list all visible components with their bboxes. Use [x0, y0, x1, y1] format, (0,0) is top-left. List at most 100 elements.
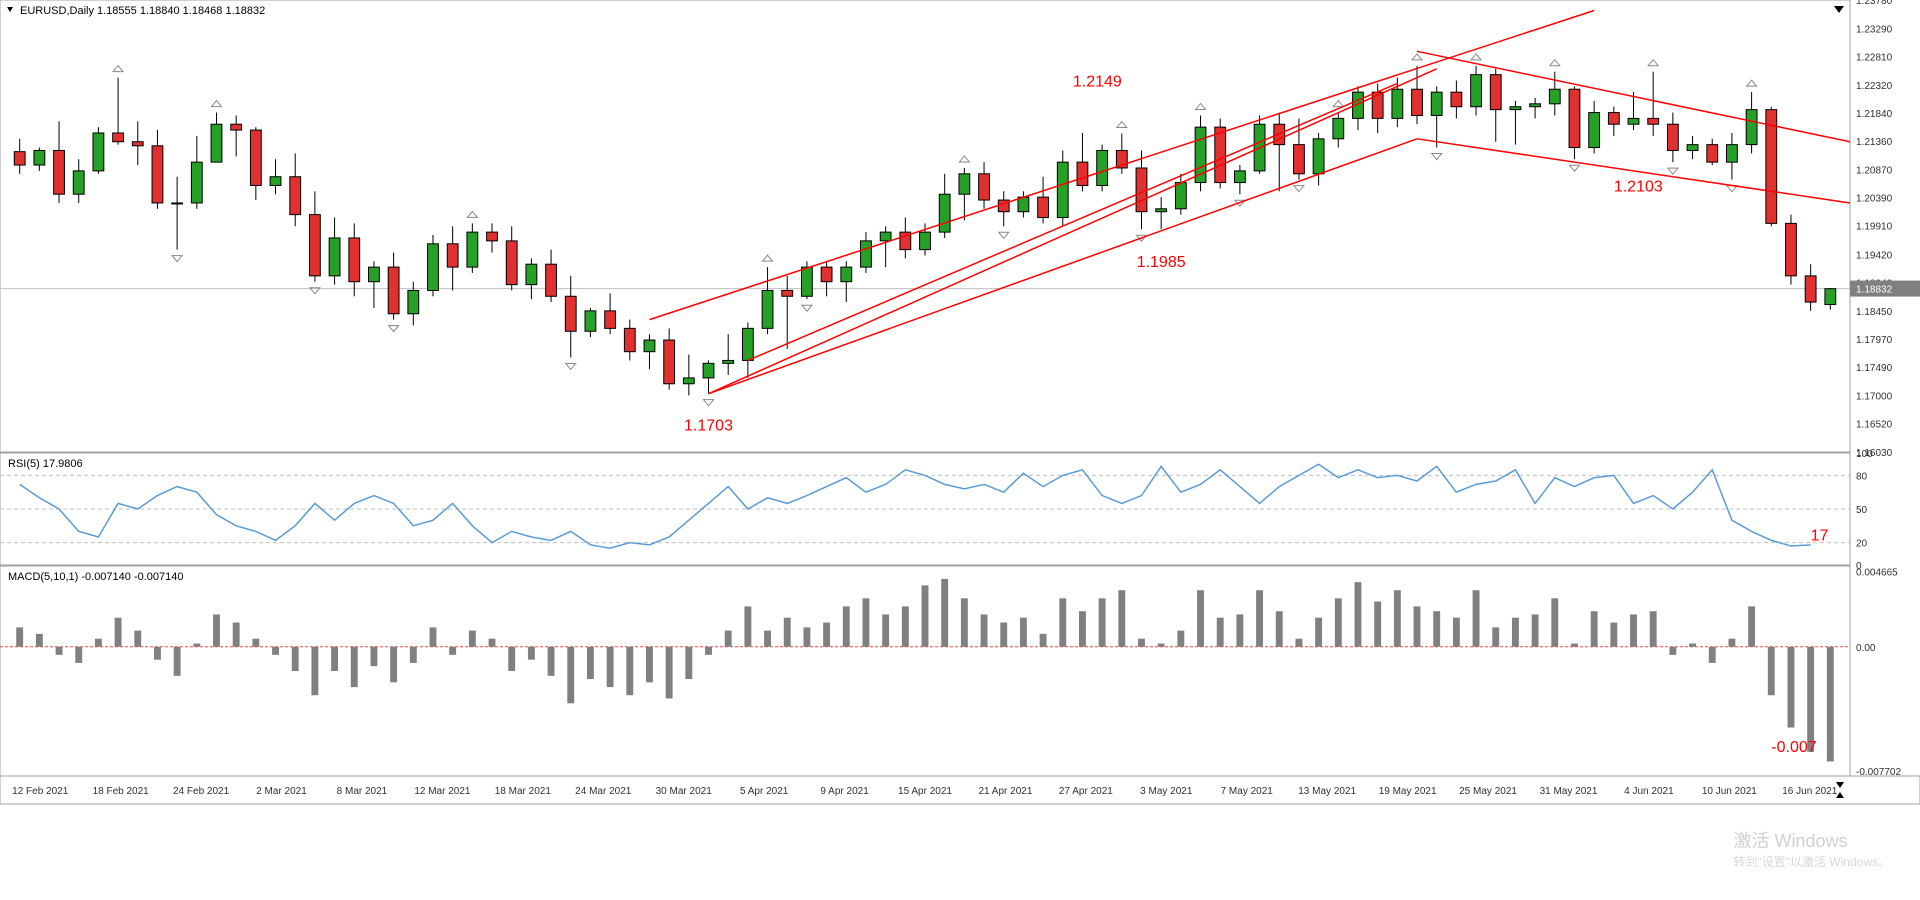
candle-body[interactable] [565, 296, 576, 331]
candle-body[interactable] [506, 241, 517, 285]
candle-body[interactable] [959, 174, 970, 194]
candle-body[interactable] [1707, 145, 1718, 162]
price-tick: 1.17490 [1856, 363, 1893, 374]
candle-body[interactable] [211, 124, 222, 162]
candle-body[interactable] [1687, 145, 1698, 151]
candle-body[interactable] [1392, 89, 1403, 118]
candle-body[interactable] [73, 171, 84, 194]
candle-body[interactable] [861, 241, 872, 267]
candle-body[interactable] [1313, 139, 1324, 174]
candle-body[interactable] [270, 177, 281, 186]
candle-body[interactable] [1727, 145, 1738, 162]
candle-body[interactable] [1412, 89, 1423, 115]
candle-body[interactable] [605, 311, 616, 328]
candle-body[interactable] [1530, 104, 1541, 107]
candle-body[interactable] [1038, 197, 1049, 217]
candle-body[interactable] [34, 150, 45, 165]
macd-bar [252, 639, 259, 647]
candle-body[interactable] [1077, 162, 1088, 185]
candle-body[interactable] [1549, 89, 1560, 104]
candle-body[interactable] [152, 146, 163, 203]
candle-body[interactable] [683, 378, 694, 384]
candle-body[interactable] [821, 267, 832, 282]
candle-body[interactable] [1648, 118, 1659, 124]
x-axis-label: 18 Feb 2021 [93, 786, 150, 797]
candle-body[interactable] [1431, 92, 1442, 115]
candle-body[interactable] [1175, 183, 1186, 209]
candle-body[interactable] [1333, 118, 1344, 138]
candle-body[interactable] [1608, 113, 1619, 125]
candle-body[interactable] [1057, 162, 1068, 217]
candle-body[interactable] [1628, 118, 1639, 124]
candle-body[interactable] [880, 232, 891, 241]
candle-body[interactable] [920, 232, 931, 249]
candle-body[interactable] [1136, 168, 1147, 212]
candle-body[interactable] [1451, 92, 1462, 107]
candle-body[interactable] [1569, 89, 1580, 147]
candle-body[interactable] [585, 311, 596, 331]
candle-body[interactable] [1805, 276, 1816, 302]
candle-body[interactable] [1825, 289, 1836, 305]
candle-body[interactable] [309, 215, 320, 276]
macd-bar [1728, 639, 1735, 647]
candle-body[interactable] [624, 328, 635, 351]
x-axis-label: 16 Jun 2021 [1782, 786, 1837, 797]
candle-body[interactable] [231, 124, 242, 130]
candle-body[interactable] [1667, 124, 1678, 150]
candle-body[interactable] [1097, 150, 1108, 185]
candle-body[interactable] [1471, 75, 1482, 107]
candle-body[interactable] [113, 133, 124, 142]
candle-body[interactable] [172, 203, 183, 204]
candle-body[interactable] [1746, 110, 1757, 145]
candle-body[interactable] [664, 340, 675, 384]
candle-body[interactable] [467, 232, 478, 267]
price-tick: 1.22320 [1856, 81, 1893, 92]
candle-body[interactable] [546, 264, 557, 296]
candle-body[interactable] [290, 177, 301, 215]
candle-body[interactable] [644, 340, 655, 352]
candle-body[interactable] [703, 363, 714, 378]
candle-body[interactable] [841, 267, 852, 282]
candle-body[interactable] [742, 328, 753, 360]
candle-body[interactable] [1786, 223, 1797, 275]
candle-body[interactable] [979, 174, 990, 200]
candle-body[interactable] [1234, 171, 1245, 183]
candle-body[interactable] [526, 264, 537, 284]
candle-body[interactable] [1294, 145, 1305, 174]
candle-body[interactable] [191, 162, 202, 203]
candle-body[interactable] [250, 130, 261, 185]
candle-body[interactable] [132, 142, 143, 146]
candle-body[interactable] [1490, 75, 1501, 110]
candle-body[interactable] [1018, 197, 1029, 212]
candle-body[interactable] [782, 290, 793, 296]
candle-body[interactable] [487, 232, 498, 241]
price-annotation: 1.2149 [1073, 73, 1122, 90]
candle-body[interactable] [408, 290, 419, 313]
macd-bar [1650, 611, 1657, 647]
candle-body[interactable] [54, 150, 65, 194]
candle-body[interactable] [14, 152, 25, 165]
candle-body[interactable] [428, 244, 439, 291]
candle-body[interactable] [329, 238, 340, 276]
candle-body[interactable] [369, 267, 380, 282]
candle-body[interactable] [388, 267, 399, 314]
macd-bar [981, 614, 988, 646]
candle-body[interactable] [723, 360, 734, 363]
macd-bar [1512, 618, 1519, 647]
chart-svg[interactable]: 1.237801.232901.228101.223201.218401.213… [0, 0, 1920, 900]
macd-bar [1079, 611, 1086, 647]
candle-body[interactable] [447, 244, 458, 267]
candle-body[interactable] [1589, 113, 1600, 148]
candle-body[interactable] [939, 194, 950, 232]
candle-body[interactable] [802, 267, 813, 296]
candle-body[interactable] [762, 290, 773, 328]
macd-bar [685, 647, 692, 679]
candle-body[interactable] [1156, 209, 1167, 212]
macd-bar [626, 647, 633, 695]
candle-body[interactable] [349, 238, 360, 282]
candle-body[interactable] [1510, 107, 1521, 110]
candle-body[interactable] [93, 133, 104, 171]
macd-bar [1138, 639, 1145, 647]
candle-body[interactable] [1215, 127, 1226, 182]
rsi-label: RSI(5) 17.9806 [8, 458, 83, 470]
